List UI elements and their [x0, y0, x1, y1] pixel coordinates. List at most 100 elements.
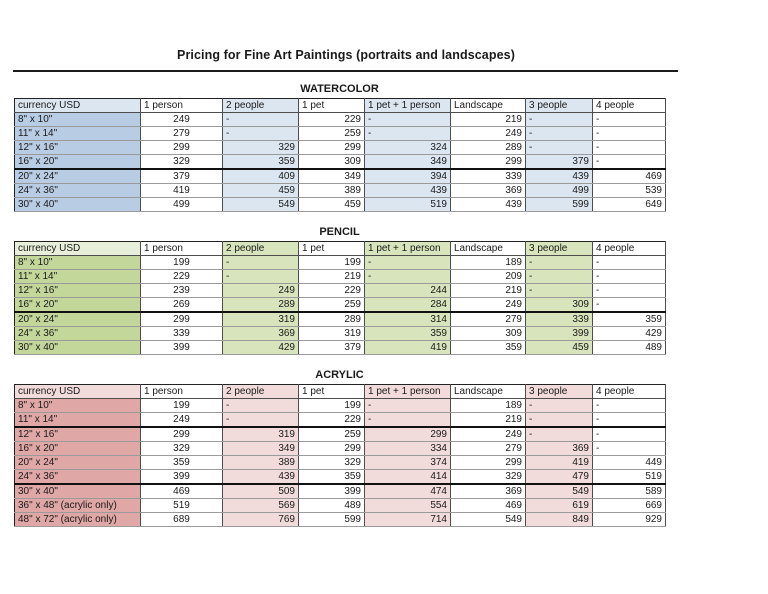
price-cell: 249 [222, 283, 299, 298]
section-title: WATERCOLOR [300, 83, 379, 95]
row-label: 48" x 72" (acrylic only) [14, 512, 141, 527]
column-header: currency USD [14, 98, 141, 113]
price-cell: 289 [222, 297, 299, 313]
column-header: Landscape [450, 384, 526, 399]
column-header: 3 people [525, 241, 593, 256]
price-cell: 329 [140, 154, 223, 170]
price-cell: 499 [525, 183, 593, 198]
column-header: 1 pet + 1 person [364, 241, 451, 256]
column-header: 1 person [140, 98, 223, 113]
table-row: 30" x 40" 399 429 379 419 359 459 489 [14, 340, 666, 355]
price-cell: - [222, 269, 299, 284]
row-label: 8" x 10" [14, 398, 141, 413]
row-label: 36" x 48" (acrylic only) [14, 498, 141, 513]
table-row: 12" x 16" 299 329 299 324 289- - [14, 140, 666, 155]
price-cell: 299 [298, 140, 365, 155]
row-label: 16" x 20" [14, 441, 141, 456]
price-cell: 299 [450, 455, 526, 470]
row-label: 30" x 40" [14, 340, 141, 355]
table-row: 8" x 10" 249-229-219- - [14, 112, 666, 127]
table-row: 20" x 24" 379 409 349 394 339 439 469 [14, 168, 666, 184]
column-header: 4 people [592, 98, 666, 113]
price-cell: - [592, 154, 666, 170]
price-cell: 449 [592, 455, 666, 470]
price-cell: 239 [140, 283, 223, 298]
price-cell: - [525, 398, 593, 413]
price-cell: - [592, 126, 666, 141]
pricing-table-pencil: currency USD 1 person 2 people 1 pet 1 pet +… [14, 241, 666, 355]
price-cell: - [592, 441, 666, 456]
price-cell: 489 [592, 340, 666, 355]
price-cell: 399 [140, 340, 223, 355]
price-cell: 229 [140, 269, 223, 284]
section-title: PENCIL [319, 226, 360, 238]
price-cell: 299 [140, 311, 223, 327]
price-cell: 459 [525, 340, 593, 355]
row-label: 12" x 16" [14, 140, 141, 155]
price-cell: 379 [298, 340, 365, 355]
table-row: 48" x 72" (acrylic only) 689 769 599 714 549 8… [14, 512, 666, 527]
price-cell: 359 [364, 326, 451, 341]
price-cell: 394 [364, 168, 451, 184]
price-cell: 219 [450, 283, 526, 298]
title-rule [13, 70, 678, 72]
column-header: 3 people [525, 98, 593, 113]
price-cell: 259 [298, 126, 365, 141]
price-cell: 399 [525, 326, 593, 341]
price-cell: - [592, 398, 666, 413]
price-cell: 409 [222, 168, 299, 184]
price-cell: 414 [364, 469, 451, 485]
price-cell: - [592, 269, 666, 284]
price-cell: - [525, 412, 593, 428]
price-cell: - [364, 126, 451, 141]
price-cell: 389 [222, 455, 299, 470]
price-cell: 359 [222, 154, 299, 170]
price-cell: 249 [450, 126, 526, 141]
table-row: 8" x 10" 199-199-189- - [14, 398, 666, 413]
price-cell: 219 [450, 412, 526, 428]
price-cell: - [592, 112, 666, 127]
price-cell: 209 [450, 269, 526, 284]
column-header: 2 people [222, 241, 299, 256]
price-cell: 519 [592, 469, 666, 485]
price-cell: - [525, 426, 593, 442]
row-label: 20" x 24" [14, 455, 141, 470]
price-cell: 199 [140, 398, 223, 413]
row-label: 16" x 20" [14, 154, 141, 170]
price-cell: 429 [222, 340, 299, 355]
price-cell: 474 [364, 483, 451, 499]
price-cell: 374 [364, 455, 451, 470]
price-cell: 219 [298, 269, 365, 284]
price-cell: 439 [450, 197, 526, 212]
price-cell: 689 [140, 512, 223, 527]
price-cell: 319 [298, 326, 365, 341]
price-cell: 399 [140, 469, 223, 485]
price-cell: 309 [298, 154, 365, 170]
column-header: 1 pet [298, 241, 365, 256]
price-cell: - [525, 283, 593, 298]
price-cell: 269 [140, 297, 223, 313]
price-cell: 189 [450, 255, 526, 270]
price-cell: 299 [450, 154, 526, 170]
price-cell: 324 [364, 140, 451, 155]
table-row: 30" x 40" 499 549 459 519 439 599 649 [14, 197, 666, 212]
price-cell: 459 [222, 183, 299, 198]
table-row: 20" x 24" 359 389 329 374 299 419 449 [14, 455, 666, 470]
price-cell: 599 [298, 512, 365, 527]
price-cell: 714 [364, 512, 451, 527]
price-cell: 429 [592, 326, 666, 341]
price-cell: 229 [298, 112, 365, 127]
price-cell: 309 [525, 297, 593, 313]
price-cell: - [364, 398, 451, 413]
price-cell: 519 [140, 498, 223, 513]
row-label: 8" x 10" [14, 112, 141, 127]
row-label: 30" x 40" [14, 483, 141, 499]
price-cell: 259 [298, 426, 365, 442]
page-title: Pricing for Fine Art Paintings (portrait… [177, 48, 515, 62]
section-pencil: PENCIL currency USD 1 person 2 people 1 pet 1… [14, 226, 666, 355]
section-acrylic: ACRYLIC currency USD 1 person 2 people 1 pet… [14, 369, 666, 527]
price-cell: 339 [525, 311, 593, 327]
price-cell: 599 [525, 197, 593, 212]
price-cell: 554 [364, 498, 451, 513]
price-cell: 459 [298, 197, 365, 212]
